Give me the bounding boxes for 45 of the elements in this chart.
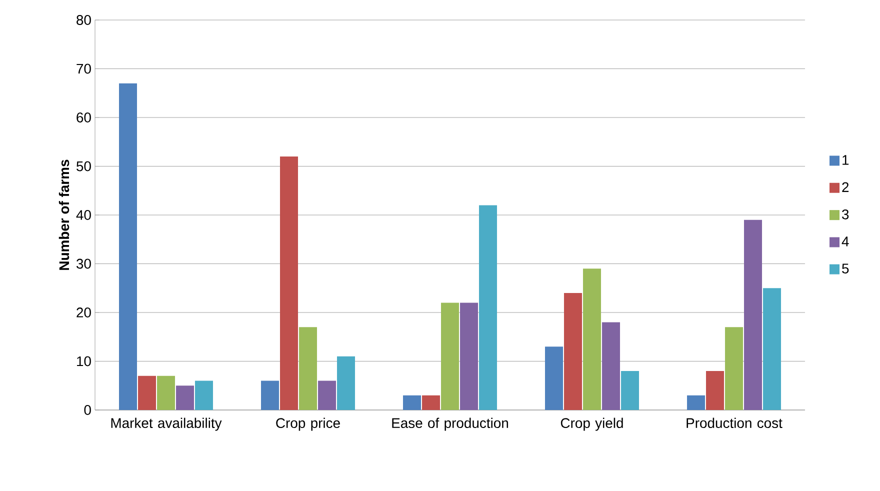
bar	[157, 376, 175, 410]
bar	[621, 371, 640, 410]
y-tick-label: 40	[76, 210, 91, 220]
bar	[706, 371, 724, 410]
bar	[299, 327, 318, 410]
bar	[545, 346, 564, 410]
y-tick-label: 80	[76, 15, 91, 25]
bar	[744, 220, 762, 410]
bar	[261, 380, 280, 410]
legend-label: 1	[842, 155, 849, 165]
bar	[479, 205, 498, 410]
x-tick-label: Market availability	[111, 418, 222, 431]
bar	[763, 288, 782, 410]
bar	[138, 376, 156, 410]
y-tick-label: 60	[76, 112, 91, 122]
bar	[441, 302, 460, 410]
legend-label: 4	[842, 236, 849, 246]
legend-label: 5	[842, 264, 849, 274]
bar	[195, 380, 213, 410]
legend-label: 3	[842, 209, 849, 220]
y-tick-label: 30	[76, 258, 91, 269]
y-tick-label: 10	[77, 356, 91, 366]
bar	[422, 395, 440, 410]
y-axis-title: Number of farms	[58, 160, 70, 270]
legend-label: 2	[842, 182, 849, 192]
bar	[176, 386, 194, 410]
bar	[583, 268, 602, 410]
bar	[337, 356, 356, 410]
bar	[687, 395, 706, 410]
x-tick-label: Crop price	[276, 418, 340, 431]
y-tick-label: 70	[76, 64, 91, 74]
x-tick-label: Crop yield	[560, 418, 623, 431]
bar	[119, 83, 137, 410]
bar	[564, 293, 582, 410]
bar	[725, 327, 744, 410]
bar	[460, 302, 478, 410]
bar	[403, 395, 422, 410]
x-tick-label: Production cost	[686, 418, 782, 428]
y-tick-label: 20	[76, 308, 91, 318]
bar	[280, 156, 298, 410]
bar	[318, 380, 336, 410]
y-tick-label: 50	[76, 161, 91, 172]
y-tick-label: 0	[84, 405, 91, 415]
bar	[602, 322, 620, 410]
x-tick-label: Ease of production	[392, 418, 508, 431]
